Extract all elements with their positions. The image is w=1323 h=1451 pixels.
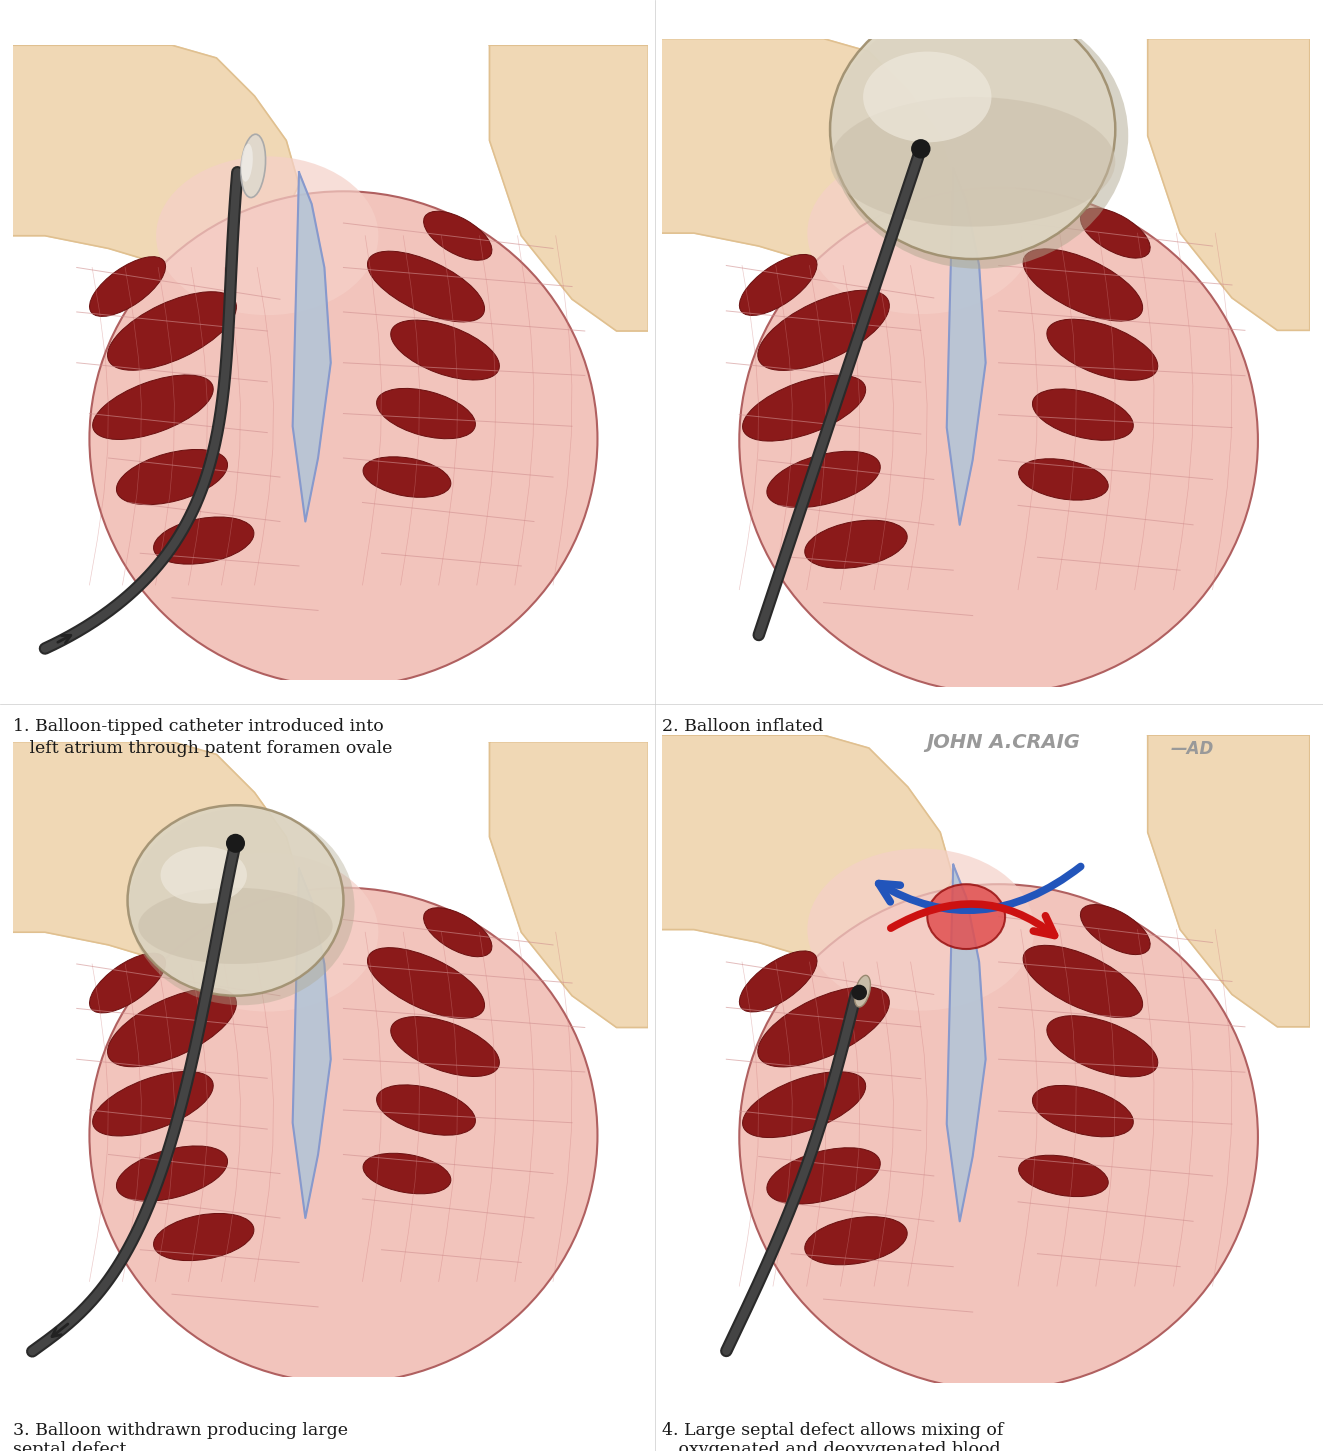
Polygon shape (662, 39, 953, 266)
Ellipse shape (855, 975, 871, 1007)
Ellipse shape (830, 3, 1129, 268)
Polygon shape (1147, 39, 1310, 331)
Ellipse shape (377, 389, 475, 438)
Polygon shape (292, 869, 331, 1217)
Ellipse shape (740, 254, 818, 315)
Polygon shape (490, 45, 648, 331)
Ellipse shape (377, 1085, 475, 1135)
Polygon shape (662, 736, 953, 962)
Polygon shape (292, 173, 331, 521)
Ellipse shape (830, 97, 1115, 226)
Ellipse shape (423, 908, 492, 956)
Ellipse shape (156, 853, 378, 1011)
Ellipse shape (90, 192, 598, 686)
Ellipse shape (1019, 1155, 1109, 1197)
Text: JOHN A.CRAIG: JOHN A.CRAIG (926, 733, 1080, 752)
Circle shape (852, 985, 867, 1000)
Ellipse shape (804, 519, 908, 569)
Polygon shape (13, 741, 299, 963)
Ellipse shape (1046, 319, 1158, 380)
Ellipse shape (368, 251, 484, 322)
Ellipse shape (742, 1072, 865, 1138)
Ellipse shape (830, 0, 1115, 260)
Ellipse shape (153, 517, 254, 564)
Text: 4. Large septal defect allows mixing of: 4. Large septal defect allows mixing of (662, 1422, 1003, 1439)
Ellipse shape (927, 884, 1005, 949)
Ellipse shape (807, 849, 1035, 1010)
Text: —AD: —AD (1171, 740, 1215, 757)
Ellipse shape (1081, 207, 1150, 258)
Ellipse shape (767, 451, 880, 508)
Ellipse shape (93, 1071, 213, 1136)
Ellipse shape (758, 290, 889, 370)
Polygon shape (947, 168, 986, 525)
Polygon shape (490, 741, 648, 1027)
Ellipse shape (1023, 946, 1143, 1017)
Ellipse shape (116, 450, 228, 505)
Ellipse shape (390, 321, 499, 380)
Polygon shape (1147, 736, 1310, 1027)
Ellipse shape (90, 953, 165, 1013)
Ellipse shape (160, 846, 247, 904)
Ellipse shape (740, 950, 818, 1011)
Polygon shape (13, 45, 299, 267)
Text: 1. Balloon-tipped catheter introduced into: 1. Balloon-tipped catheter introduced in… (13, 718, 384, 736)
Ellipse shape (807, 152, 1035, 313)
Ellipse shape (1032, 1085, 1134, 1136)
Ellipse shape (1019, 459, 1109, 501)
Ellipse shape (241, 144, 253, 181)
Ellipse shape (1032, 389, 1134, 440)
Ellipse shape (363, 1154, 451, 1194)
Ellipse shape (758, 987, 889, 1066)
Circle shape (226, 834, 245, 853)
Ellipse shape (139, 888, 332, 963)
Polygon shape (947, 865, 986, 1222)
Text: septal defect: septal defect (13, 1441, 127, 1451)
Ellipse shape (90, 888, 598, 1383)
Ellipse shape (363, 457, 451, 498)
Ellipse shape (116, 1146, 228, 1201)
Ellipse shape (127, 805, 344, 995)
Ellipse shape (156, 157, 378, 315)
Ellipse shape (153, 1213, 254, 1261)
Ellipse shape (390, 1017, 499, 1077)
Ellipse shape (740, 884, 1258, 1390)
Ellipse shape (90, 257, 165, 316)
Ellipse shape (804, 1216, 908, 1265)
Ellipse shape (1046, 1016, 1158, 1077)
Ellipse shape (93, 374, 213, 440)
Text: 3. Balloon withdrawn producing large: 3. Balloon withdrawn producing large (13, 1422, 348, 1439)
Text: left atrium through patent foramen ovale: left atrium through patent foramen ovale (13, 740, 393, 757)
Ellipse shape (742, 376, 865, 441)
Ellipse shape (241, 135, 266, 197)
Ellipse shape (107, 988, 237, 1066)
Ellipse shape (863, 52, 991, 142)
Ellipse shape (368, 948, 484, 1019)
Ellipse shape (767, 1148, 880, 1204)
Ellipse shape (423, 212, 492, 260)
Ellipse shape (1081, 904, 1150, 955)
Ellipse shape (740, 187, 1258, 694)
Ellipse shape (1023, 250, 1143, 321)
Text: 2. Balloon inflated: 2. Balloon inflated (662, 718, 823, 736)
Text: oxygenated and deoxygenated blood: oxygenated and deoxygenated blood (662, 1441, 1000, 1451)
Ellipse shape (130, 808, 355, 1006)
Circle shape (912, 139, 930, 158)
Ellipse shape (107, 292, 237, 370)
